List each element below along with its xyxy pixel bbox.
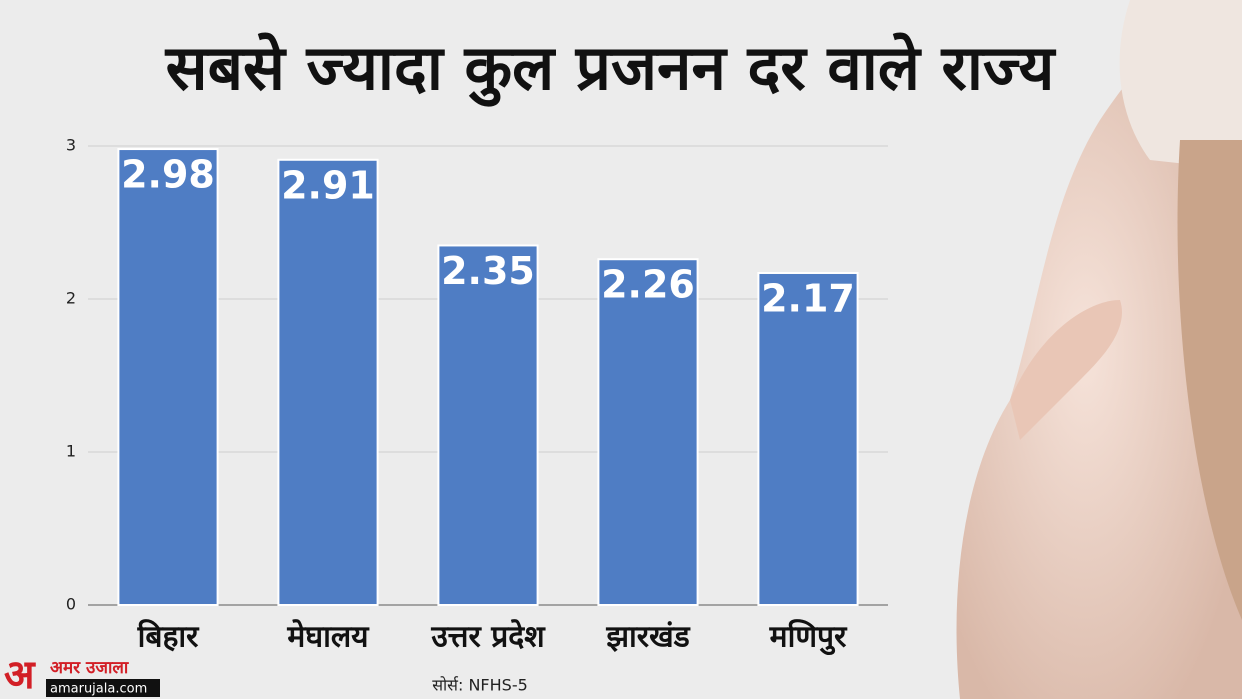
photo-illustration bbox=[956, 0, 1242, 699]
data-label: 2.17 bbox=[761, 276, 855, 320]
x-tick-label: बिहार bbox=[137, 619, 201, 655]
logo-mark: अ bbox=[4, 652, 36, 698]
y-tick-label: 1 bbox=[66, 442, 76, 461]
bar bbox=[117, 148, 219, 606]
data-label: 2.35 bbox=[441, 249, 535, 293]
bar bbox=[597, 258, 699, 606]
bar bbox=[757, 271, 859, 606]
plot-area: 0 1 2 3 बिहार 2.98 मेघालय 2.91 उत्तर प्रदेश 2.35 झ… bbox=[66, 136, 888, 656]
x-tick-label: मणिपुर bbox=[769, 619, 848, 656]
bar bbox=[277, 158, 379, 607]
chart-title: सबसे ज्यादा कुल प्रजनन दर वाले राज्य bbox=[165, 31, 1057, 107]
logo: अ अमर उजाला amarujala.com bbox=[4, 652, 160, 698]
data-label: 2.26 bbox=[601, 263, 695, 307]
logo-site: amarujala.com bbox=[50, 682, 147, 697]
y-tick-label: 0 bbox=[66, 595, 76, 614]
logo-site-box bbox=[46, 679, 160, 697]
source-note: सोर्स: NFHS-5 bbox=[432, 676, 528, 695]
y-tick-label: 2 bbox=[66, 289, 76, 308]
bar bbox=[437, 244, 539, 606]
data-label: 2.98 bbox=[121, 153, 215, 197]
x-tick-label: मेघालय bbox=[286, 619, 370, 655]
x-tick-label: झारखंड bbox=[605, 620, 690, 655]
logo-name: अमर उजाला bbox=[50, 658, 129, 678]
x-tick-label: उत्तर प्रदेश bbox=[430, 619, 546, 655]
y-tick-label: 3 bbox=[66, 136, 76, 155]
data-label: 2.91 bbox=[281, 163, 375, 207]
